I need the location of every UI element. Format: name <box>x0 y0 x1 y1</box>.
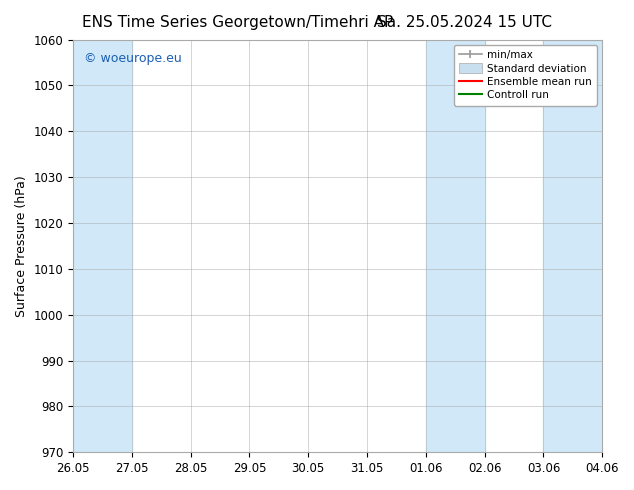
Text: ENS Time Series Georgetown/Timehri AP: ENS Time Series Georgetown/Timehri AP <box>82 15 394 30</box>
Bar <box>543 40 602 452</box>
Bar <box>73 40 132 452</box>
Bar <box>426 40 484 452</box>
Legend: min/max, Standard deviation, Ensemble mean run, Controll run: min/max, Standard deviation, Ensemble me… <box>454 45 597 105</box>
Text: © woeurope.eu: © woeurope.eu <box>84 52 181 65</box>
Y-axis label: Surface Pressure (hPa): Surface Pressure (hPa) <box>15 175 28 317</box>
Text: Sa. 25.05.2024 15 UTC: Sa. 25.05.2024 15 UTC <box>377 15 552 30</box>
